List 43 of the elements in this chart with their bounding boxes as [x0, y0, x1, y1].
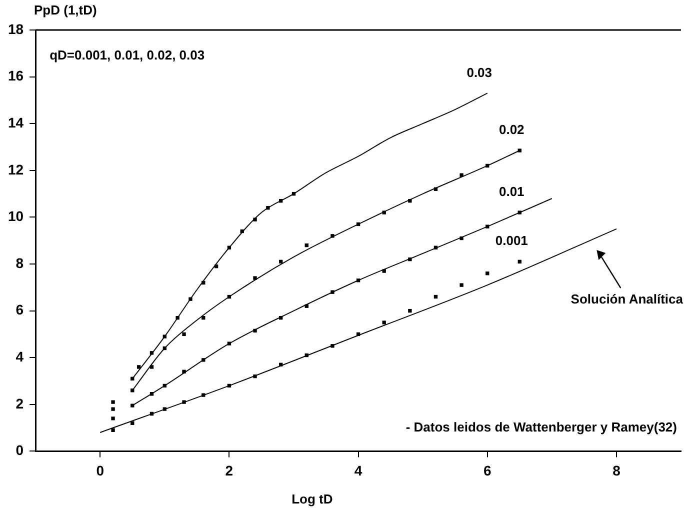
series-label: 0.01 — [498, 184, 524, 200]
line-series — [132, 92, 488, 380]
line-series — [132, 198, 552, 406]
point — [111, 428, 115, 432]
point — [518, 148, 522, 152]
annotation: qD=0.001, 0.01, 0.02, 0.03 — [50, 48, 205, 63]
y-tick-label: 0 — [16, 442, 24, 458]
y-axis-title: PpD (1,tD) — [34, 2, 97, 18]
y-tick-label: 6 — [16, 302, 24, 318]
point — [408, 308, 412, 313]
y-tick-label: 2 — [16, 395, 24, 412]
x-axis-title: Log tD — [292, 492, 333, 507]
x-tick-label: 2 — [225, 462, 234, 478]
series-label: 0.02 — [498, 122, 524, 138]
point — [486, 272, 490, 276]
y-tick-label: 4 — [16, 348, 24, 364]
point — [111, 407, 115, 411]
point — [518, 260, 522, 264]
y-tick-label: 10 — [8, 208, 24, 224]
x-tick-label: 6 — [483, 462, 492, 478]
y-tick-label: 12 — [8, 161, 24, 178]
point — [460, 283, 464, 287]
point — [137, 365, 141, 369]
annotation: Solución Analítica — [570, 292, 684, 307]
annotation: - Datos leidos de Wattenberger y Ramey(32) — [406, 419, 677, 434]
point — [150, 365, 154, 369]
point — [460, 173, 464, 177]
x-tick-label: 4 — [354, 462, 362, 478]
y-tick-label: 16 — [8, 68, 24, 84]
series-label: 0.03 — [466, 64, 492, 80]
point — [111, 400, 115, 404]
point — [434, 294, 438, 299]
point — [182, 332, 186, 336]
point — [111, 416, 115, 420]
x-tick-label: 0 — [96, 462, 104, 478]
point — [382, 320, 386, 324]
y-tick-label: 14 — [8, 114, 24, 130]
point — [253, 276, 257, 280]
y-tick-label: 18 — [8, 20, 24, 37]
series-label: 0.001 — [495, 233, 528, 248]
point — [304, 243, 308, 248]
y-tick-label: 8 — [16, 254, 24, 271]
x-tick-label: 8 — [612, 462, 621, 478]
